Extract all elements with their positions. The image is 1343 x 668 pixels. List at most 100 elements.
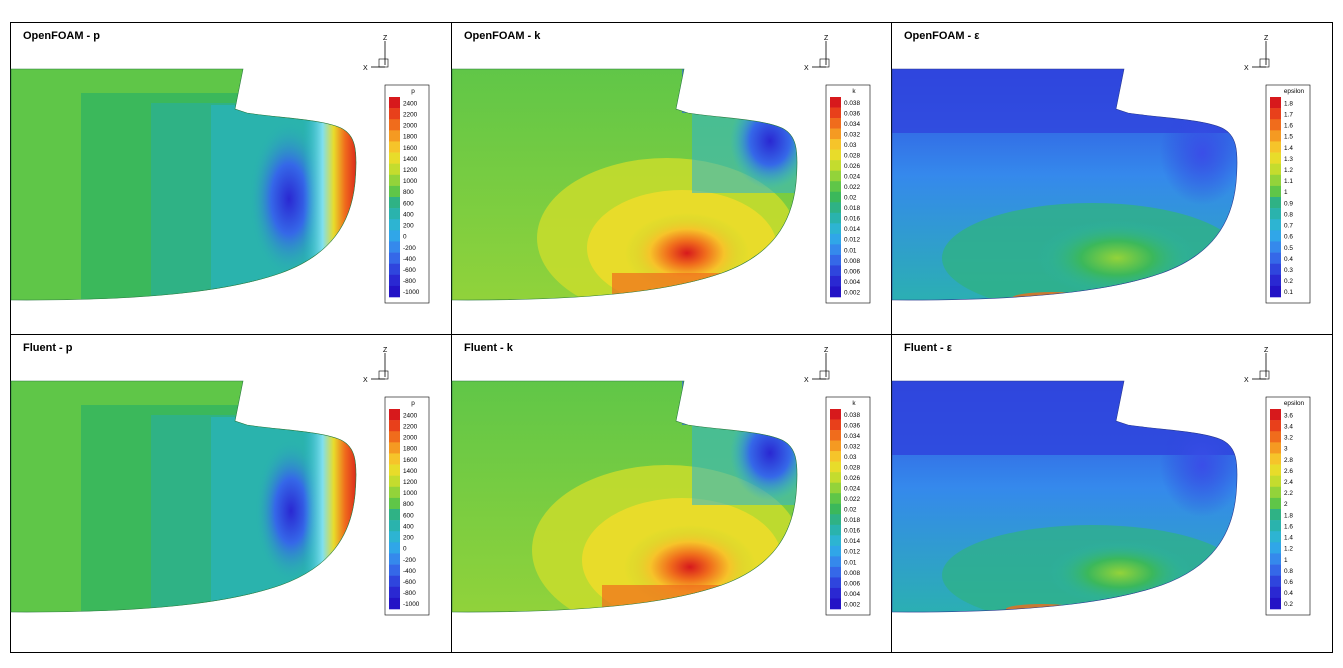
legend-title: k [852,88,856,95]
axis-label-x: X [363,377,368,384]
legend-swatch [830,265,841,277]
legend-swatch [389,185,400,198]
legend-label: 0.2 [1284,278,1293,285]
legend-label: 0.028 [844,465,860,472]
legend-swatch [389,219,400,231]
legend-swatch [830,149,841,161]
legend-label: 1.6 [1284,123,1293,130]
legend-swatch [1270,119,1281,131]
legend-label: 1000 [403,490,418,497]
legend-label: 200 [403,223,414,230]
legend-label: 0.03 [844,142,857,149]
legend-label: 3.4 [1284,423,1293,430]
legend-label: 0.024 [844,174,860,181]
color-legend: p240022002000180016001400120010008006004… [384,84,430,304]
legend-label: 0.016 [844,216,860,223]
legend-label: 0.002 [844,289,860,296]
legend-label: 0.034 [844,121,860,128]
legend-swatch [1270,409,1281,421]
legend-swatch [1270,509,1281,521]
axis-triad: Z X [804,347,830,384]
legend-swatch [830,482,841,494]
legend-swatch [1270,453,1281,465]
axis-label-x: X [804,377,809,384]
legend-swatch [389,97,400,109]
legend-swatch [389,531,400,543]
legend-swatch [830,160,841,171]
legend-swatch [1270,141,1281,153]
legend-swatch [1270,252,1281,264]
legend-label: 600 [403,512,414,519]
legend-label: 0.006 [844,268,860,275]
legend-swatch [830,107,841,119]
legend-label: 2400 [403,412,418,419]
axis-label-z: Z [824,347,829,354]
legend-label: 1.2 [1284,546,1293,553]
legend-label: 2000 [403,435,418,442]
legend-label: -400 [403,568,416,575]
legend-label: 1.4 [1284,535,1293,542]
legend-label: 800 [403,501,414,508]
legend-label: 1400 [403,156,418,163]
legend-label: -800 [403,278,416,285]
axis-triad: Z X [363,347,389,384]
legend-label: 0.018 [844,517,860,524]
legend-label: 0.038 [844,100,860,107]
legend-label: 2.6 [1284,468,1293,475]
legend-label: 0.01 [844,559,857,566]
legend-label: 1.4 [1284,145,1293,152]
legend-swatch [830,233,841,245]
axis-triad: Z X [363,35,389,72]
legend-swatch [830,566,841,578]
legend-swatch [1270,274,1281,287]
panel-openfoam-k: OpenFOAM - k Z X k 0.038 0.036 0.034 0.032 0.… [451,30,871,304]
legend-label: 2400 [403,100,418,107]
legend-swatch [830,128,841,140]
legend-title: p [411,400,415,407]
legend-label: 3.2 [1284,435,1293,442]
legend-swatch [1270,564,1281,576]
panel-title: OpenFOAM - ε [904,30,980,42]
legend-label: 1.7 [1284,111,1293,118]
panel-title: Fluent - p [23,342,73,354]
legend-label: -600 [403,267,416,274]
legend-label: 0 [403,546,407,553]
legend-swatch [830,524,841,536]
legend-label: 0.038 [844,412,860,419]
legend-label: 1400 [403,468,418,475]
legend-swatch [1270,108,1281,120]
legend-swatch [1270,431,1281,443]
legend-swatch [389,208,400,220]
contour-field-k [452,381,798,613]
legend-label: 1000 [403,178,418,185]
legend-swatch [389,553,400,565]
panel-openfoam-epsilon: OpenFOAM - ε Z X epsilon 1.8 1.7 1.6 1.5 1.4 1… [891,30,1311,304]
legend-label: 2.4 [1284,479,1293,486]
legend-label: 0.01 [844,247,857,254]
legend-swatch [389,152,400,164]
hull-outline [451,380,798,613]
legend-swatch [1270,185,1281,198]
legend-label: 0.024 [844,486,860,493]
legend-swatch [389,263,400,276]
figure-frame [10,22,1333,653]
legend-label: 0 [403,234,407,241]
legend-label: -1000 [403,289,420,296]
axis-label-x: X [363,65,368,72]
legend-swatch [389,542,400,554]
legend-swatch [830,275,841,287]
hull-outline [891,380,1238,613]
legend-swatch [1270,163,1281,176]
legend-label: 0.1 [1284,289,1293,296]
panel-openfoam-p: OpenFOAM - p Z X p2400220020001800160014… [10,30,430,304]
legend-swatch [389,486,400,499]
legend-label: 0.006 [844,580,860,587]
contour-field-p [11,381,357,613]
legend-swatch [830,587,841,599]
legend-swatch [389,442,400,454]
legend-swatch [1270,97,1281,109]
axis-label-x: X [1244,377,1249,384]
legend-swatch [830,430,841,441]
legend-swatch [830,223,841,235]
legend-swatch [1270,208,1281,220]
